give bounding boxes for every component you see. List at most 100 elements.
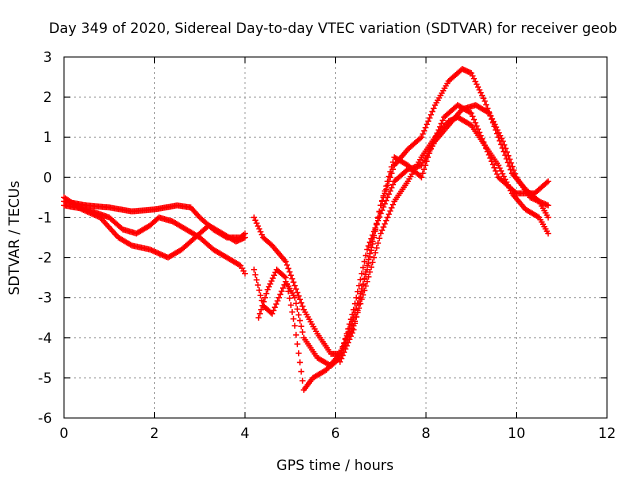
series-track-c — [61, 194, 248, 261]
data-point — [254, 223, 261, 230]
series-track-f — [255, 102, 552, 393]
data-point — [435, 127, 442, 134]
x-axis-title: GPS time / hours — [276, 458, 393, 474]
data-point — [372, 226, 379, 233]
data-point — [434, 130, 441, 137]
data-point — [258, 306, 265, 313]
data-point — [476, 129, 483, 136]
data-point — [278, 288, 285, 295]
data-point — [364, 262, 371, 269]
data-point — [286, 295, 293, 302]
data-point — [423, 121, 430, 128]
data-point — [430, 105, 437, 112]
data-point — [295, 350, 302, 357]
data-point — [370, 232, 377, 239]
data-point — [472, 119, 479, 126]
data-point — [264, 286, 271, 293]
data-point — [268, 278, 275, 285]
data-point — [496, 137, 503, 144]
data-point — [545, 178, 552, 185]
data-point — [485, 108, 492, 115]
data-point — [368, 264, 375, 271]
data-point — [487, 112, 494, 119]
data-point — [379, 198, 386, 205]
data-point — [354, 307, 361, 314]
data-point — [299, 303, 306, 310]
data-point — [506, 163, 513, 170]
data-point — [381, 220, 388, 227]
data-point — [477, 132, 484, 139]
data-point — [423, 158, 430, 165]
data-point — [290, 279, 297, 286]
data-point — [277, 291, 284, 298]
data-point — [256, 310, 263, 317]
data-point — [299, 329, 306, 336]
data-point — [362, 268, 369, 275]
data-point — [494, 130, 501, 137]
data-point — [375, 240, 382, 247]
data-point — [484, 148, 491, 155]
data-point — [480, 139, 487, 146]
y-tick-label: -1 — [38, 210, 52, 226]
grid-layer — [64, 57, 607, 418]
data-point — [419, 170, 426, 177]
data-point — [291, 294, 298, 301]
data-point — [346, 336, 353, 343]
data-point — [263, 290, 270, 297]
x-tick-label: 8 — [422, 426, 431, 442]
data-point — [366, 250, 373, 257]
data-point — [296, 317, 303, 324]
data-point — [373, 244, 380, 251]
data-point — [337, 358, 344, 365]
data-point — [289, 308, 296, 315]
data-point — [356, 301, 363, 308]
data-point — [377, 202, 384, 209]
data-point — [267, 241, 274, 248]
data-point — [477, 89, 484, 96]
data-point — [360, 281, 367, 288]
data-point — [346, 325, 353, 332]
data-point — [298, 368, 305, 375]
data-point — [253, 276, 260, 283]
data-point — [470, 75, 477, 82]
data-point — [294, 341, 301, 348]
marks-layer — [61, 66, 552, 393]
data-point — [298, 299, 305, 306]
data-point — [473, 81, 480, 88]
data-point — [419, 131, 426, 138]
data-point — [296, 359, 303, 366]
data-point — [369, 238, 376, 245]
data-point — [421, 127, 428, 134]
data-point — [338, 355, 345, 362]
data-point — [388, 170, 395, 177]
data-point — [271, 304, 278, 311]
data-point — [389, 201, 396, 208]
data-point — [258, 231, 265, 238]
data-point — [293, 300, 300, 307]
data-point — [426, 150, 433, 157]
data-point — [426, 114, 433, 121]
data-point — [380, 194, 387, 201]
data-point — [341, 349, 348, 356]
data-point — [503, 155, 510, 162]
data-point — [293, 331, 300, 338]
data-point — [273, 301, 280, 308]
data-point — [424, 154, 431, 161]
data-point — [469, 113, 476, 120]
data-point — [358, 270, 365, 277]
data-point — [345, 339, 352, 346]
data-point — [483, 101, 490, 108]
data-point — [252, 271, 259, 278]
data-point — [431, 136, 438, 143]
data-point — [488, 116, 495, 123]
data-point — [343, 342, 350, 349]
data-point — [470, 116, 477, 123]
data-point — [389, 181, 396, 188]
data-point — [488, 158, 495, 165]
data-point — [296, 296, 303, 303]
data-point — [349, 329, 356, 336]
data-point — [499, 145, 506, 152]
data-point — [380, 224, 387, 231]
data-point — [274, 297, 281, 304]
